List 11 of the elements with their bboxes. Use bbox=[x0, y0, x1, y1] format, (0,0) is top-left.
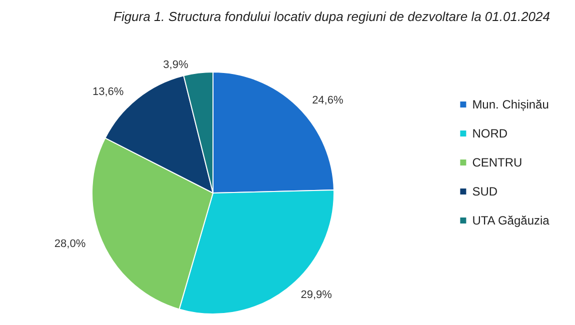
data-label: 28,0% bbox=[54, 238, 86, 250]
chart-title: Figura 1. Structura fondului locativ dupa regiuni de dezvoltare la 01.01.2024 bbox=[113, 9, 550, 24]
legend-label: SUD bbox=[472, 184, 498, 198]
data-label: 13,6% bbox=[92, 86, 124, 98]
data-label: 29,9% bbox=[300, 289, 332, 302]
legend-label: NORD bbox=[472, 126, 508, 140]
data-label: 24,6% bbox=[312, 94, 344, 107]
data-label: 3,9% bbox=[163, 58, 188, 71]
legend-label: CENTRU bbox=[472, 156, 522, 170]
legend-label: UTA Găgăuzia bbox=[472, 214, 550, 228]
legend-label: Mun. Chișinău bbox=[472, 98, 549, 112]
